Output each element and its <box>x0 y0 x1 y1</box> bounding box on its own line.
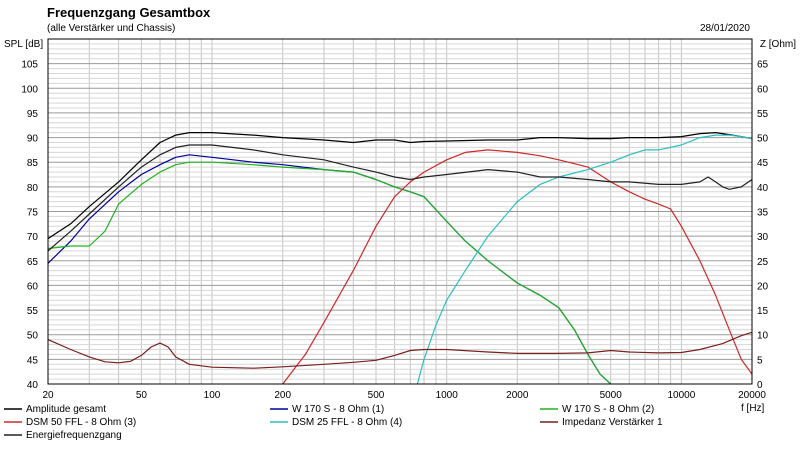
series-line-dsm-25-ffl-8-ohm-4 <box>416 134 752 384</box>
y-tick-label: 55 <box>27 306 39 317</box>
legend-label: Impedanz Verstärker 1 <box>562 417 663 428</box>
series-line-dsm-50-ffl-8-ohm-3 <box>282 149 752 384</box>
x-tick-label: 1000 <box>436 390 459 401</box>
y2-axis-label: Z [Ohm] <box>760 39 796 50</box>
y2-tick-label: 50 <box>757 134 769 145</box>
y2-tick-label: 20 <box>757 281 769 292</box>
x-tick-label: 200 <box>274 390 291 401</box>
y2-tick-label: 10 <box>757 331 769 342</box>
x-tick-label: 20000 <box>738 390 766 401</box>
series-line-impedanz-verst-rker-1 <box>48 331 752 369</box>
legend-item: W 170 S - 8 Ohm (1) <box>270 404 384 415</box>
series-line-amplitude-gesamt <box>48 132 752 240</box>
y-tick-label: 95 <box>27 109 39 120</box>
y2-tick-label: 55 <box>757 109 769 120</box>
y-tick-label: 50 <box>27 331 39 342</box>
legend-label: Energiefrequenzgang <box>26 430 122 441</box>
y-tick-label: 75 <box>27 208 39 219</box>
y2-tick-label: 15 <box>757 306 769 317</box>
y-tick-label: 65 <box>27 257 39 268</box>
legend-label: Amplitude gesamt <box>26 404 106 415</box>
y-tick-label: 60 <box>27 281 39 292</box>
x-tick-label: 100 <box>204 390 221 401</box>
legend-item: DSM 25 FFL - 8 Ohm (4) <box>270 417 402 428</box>
y2-tick-label: 35 <box>757 208 769 219</box>
y2-tick-label: 65 <box>757 60 769 71</box>
grid <box>47 38 753 385</box>
x-tick-label: 5000 <box>600 390 623 401</box>
y-tick-label: 85 <box>27 158 39 169</box>
y-tick-label: 45 <box>27 355 39 366</box>
legend-item: Energiefrequenzgang <box>4 430 122 441</box>
chart-subtitle: (alle Verstärker und Chassis) <box>47 23 175 34</box>
legend-label: DSM 50 FFL - 8 Ohm (3) <box>26 417 136 428</box>
y2-tick-label: 40 <box>757 183 769 194</box>
x-tick-label: 50 <box>136 390 148 401</box>
y-tick-label: 40 <box>27 380 39 391</box>
y2-tick-label: 45 <box>757 158 769 169</box>
legend-item: Amplitude gesamt <box>4 404 106 415</box>
x-tick-label: 500 <box>368 390 385 401</box>
y2-tick-label: 0 <box>757 380 763 391</box>
y-tick-label: 70 <box>27 232 39 243</box>
x-tick-label: 20 <box>42 390 54 401</box>
series-line-w-170-s-8-ohm-2 <box>48 161 612 384</box>
x-tick-label: 10000 <box>667 390 695 401</box>
legend-label: DSM 25 FFL - 8 Ohm (4) <box>292 417 402 428</box>
plot-frame <box>47 38 753 385</box>
y2-tick-label: 60 <box>757 84 769 95</box>
curves <box>48 132 752 384</box>
y-axis-label: SPL [dB] <box>4 39 43 50</box>
legend-label: W 170 S - 8 Ohm (1) <box>292 404 384 415</box>
chart-title: Frequenzgang Gesamtbox <box>47 5 211 20</box>
y-tick-label: 90 <box>27 134 39 145</box>
legend-item: W 170 S - 8 Ohm (2) <box>540 404 654 415</box>
x-axis-label: f [Hz] <box>741 403 765 414</box>
chart-date: 28/01/2020 <box>700 23 750 34</box>
legend: Amplitude gesamt W 170 S - 8 Ohm (1) W 170… <box>4 404 663 441</box>
y2-tick-label: 30 <box>757 232 769 243</box>
y2-tick-label: 25 <box>757 257 769 268</box>
axis-ticks: 40 45 50 55 60 65 70 75 80 85 90 95 100 105 0 5 10 15 20 25… <box>21 60 768 401</box>
y-tick-label: 105 <box>21 60 38 71</box>
legend-label: W 170 S - 8 Ohm (2) <box>562 404 654 415</box>
series-line-energiefrequenzgang <box>48 144 752 252</box>
legend-item: DSM 50 FFL - 8 Ohm (3) <box>4 417 136 428</box>
y-tick-label: 100 <box>21 84 38 95</box>
y2-tick-label: 5 <box>757 355 763 366</box>
x-tick-label: 2000 <box>506 390 529 401</box>
legend-item: Impedanz Verstärker 1 <box>540 417 663 428</box>
y-tick-label: 80 <box>27 183 39 194</box>
